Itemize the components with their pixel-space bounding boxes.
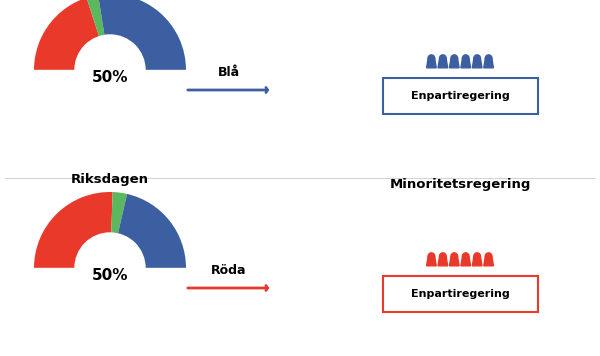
Text: Röda: Röda: [211, 264, 246, 277]
Polygon shape: [472, 257, 482, 266]
Circle shape: [474, 55, 481, 62]
Polygon shape: [449, 257, 459, 266]
Circle shape: [440, 253, 446, 260]
Circle shape: [428, 253, 435, 260]
Circle shape: [440, 55, 446, 62]
Bar: [24, 70, 196, 156]
Polygon shape: [461, 257, 470, 266]
Circle shape: [451, 253, 458, 260]
Text: Riksdagen: Riksdagen: [71, 173, 149, 186]
Circle shape: [474, 253, 481, 260]
Text: 50%: 50%: [92, 267, 128, 283]
Text: Blå: Blå: [217, 66, 239, 79]
Polygon shape: [438, 59, 448, 68]
Circle shape: [451, 55, 458, 62]
Wedge shape: [110, 194, 186, 268]
Wedge shape: [34, 192, 113, 268]
Circle shape: [485, 55, 492, 62]
FancyBboxPatch shape: [383, 276, 538, 312]
Circle shape: [463, 253, 469, 260]
Polygon shape: [427, 59, 436, 68]
Circle shape: [485, 253, 492, 260]
Text: Minoritetsregering: Minoritetsregering: [389, 178, 530, 191]
Polygon shape: [461, 59, 470, 68]
Polygon shape: [484, 59, 493, 68]
Bar: [24, 268, 196, 354]
Polygon shape: [472, 59, 482, 68]
Polygon shape: [449, 59, 459, 68]
Circle shape: [428, 55, 435, 62]
Text: Enpartiregering: Enpartiregering: [410, 289, 509, 299]
Text: Enpartiregering: Enpartiregering: [410, 91, 509, 101]
Wedge shape: [98, 0, 186, 70]
Polygon shape: [484, 257, 493, 266]
Wedge shape: [34, 0, 110, 70]
Circle shape: [75, 233, 145, 303]
Circle shape: [75, 35, 145, 105]
Polygon shape: [427, 257, 436, 266]
Text: 50%: 50%: [92, 69, 128, 84]
Circle shape: [463, 55, 469, 62]
Polygon shape: [438, 257, 448, 266]
FancyBboxPatch shape: [383, 78, 538, 114]
Wedge shape: [86, 0, 110, 70]
Wedge shape: [110, 192, 127, 268]
